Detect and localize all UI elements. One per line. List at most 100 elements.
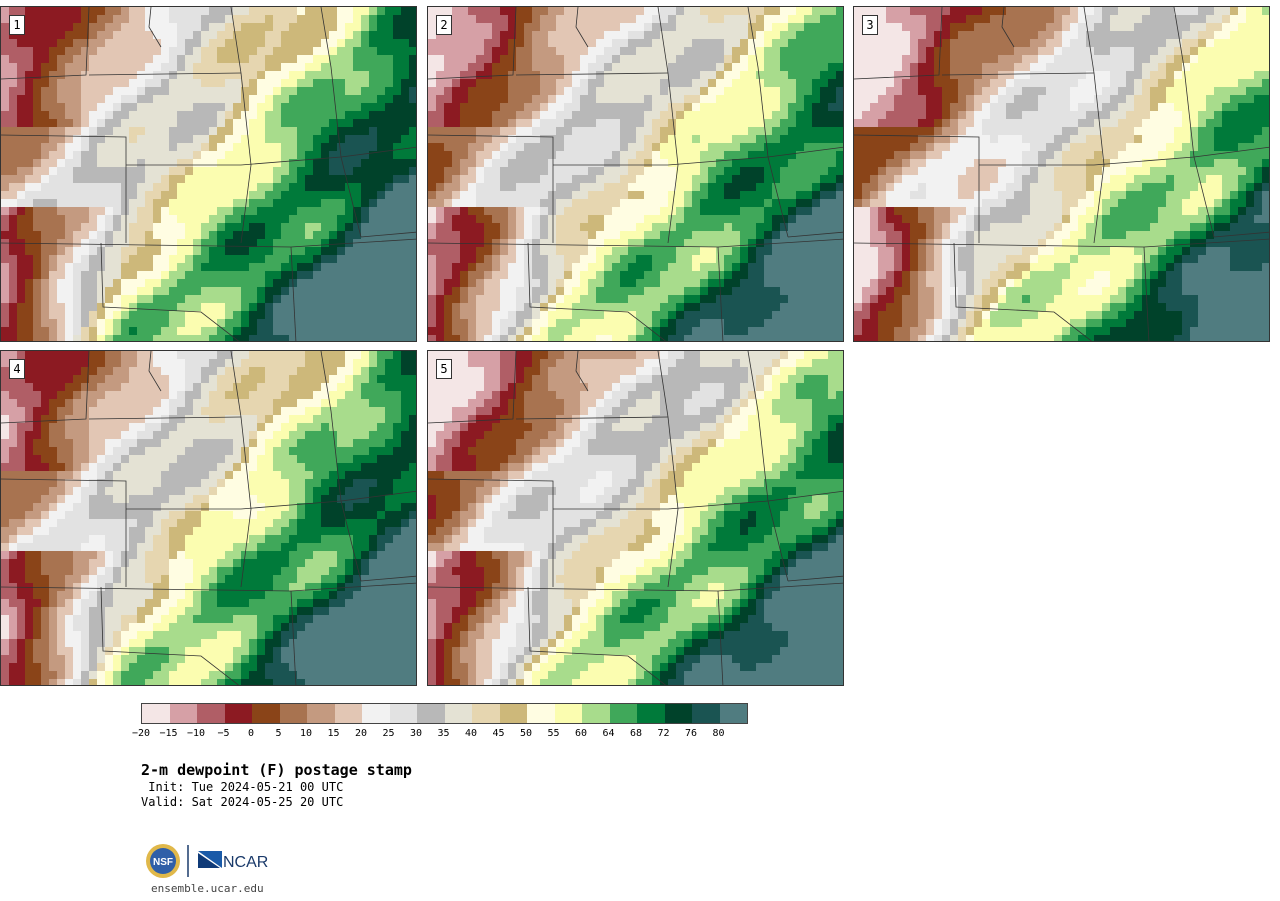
state-boundary	[1, 351, 90, 424]
colorbar-tick-label: 76	[684, 728, 698, 739]
state-boundary	[1, 7, 90, 80]
state-boundary	[1001, 7, 1015, 48]
state-boundary	[1213, 231, 1269, 238]
state-boundary	[428, 351, 517, 424]
state-boundary	[1193, 156, 1215, 238]
colorbar-tick-label: 35	[437, 728, 450, 739]
dewpoint-map	[428, 7, 843, 341]
state-boundary	[787, 231, 843, 238]
colorbar-tick-label: 25	[382, 728, 395, 739]
colorbar-swatch	[609, 704, 637, 723]
state-boundary	[767, 156, 789, 238]
state-boundary	[717, 590, 724, 685]
valid-time: Valid: Sat 2024-05-25 20 UTC	[141, 795, 344, 809]
colorbar-tick-label: −20	[131, 728, 151, 739]
state-boundary	[1, 134, 127, 243]
state-boundary	[657, 351, 669, 418]
colorbar-swatch	[664, 704, 692, 723]
nsf-logo-text: NSF	[153, 857, 173, 868]
map-panel-5[interactable]: 5	[427, 350, 844, 686]
state-boundary	[854, 134, 980, 243]
colorbar-swatch	[334, 704, 362, 723]
dewpoint-map	[428, 351, 843, 685]
colorbar-tick-label: 64	[602, 728, 615, 739]
colorbar-ticks: −20 −15 −10 −5 0 5 10 15 20 25 30 35 40 45 50 55 60 64 68 7…	[132, 728, 781, 742]
panel-number: 3	[862, 15, 878, 35]
colorbar-swatch	[527, 704, 555, 723]
colorbar-swatch	[224, 704, 252, 723]
state-boundary	[100, 242, 240, 341]
state-boundary	[854, 7, 943, 80]
state-boundary	[1173, 7, 1195, 158]
colorbar-swatch	[142, 704, 170, 723]
dewpoint-map	[854, 7, 1269, 341]
init-time: Init: Tue 2024-05-21 00 UTC	[141, 780, 344, 794]
dewpoint-map	[1, 7, 416, 341]
state-boundary	[527, 242, 667, 341]
state-boundary	[88, 416, 242, 420]
state-boundary	[428, 7, 517, 80]
state-boundary	[148, 351, 162, 392]
state-boundary	[747, 7, 769, 158]
colorbar-swatch	[472, 704, 500, 723]
figure-title: 2-m dewpoint (F) postage stamp	[141, 761, 412, 779]
state-boundary	[230, 351, 242, 418]
state-boundary	[360, 575, 416, 582]
nsf-logo: NSF	[146, 844, 180, 878]
colorbar-tick-label: 5	[275, 728, 282, 739]
colorbar	[141, 703, 748, 724]
state-boundary	[340, 156, 362, 238]
state-boundary	[1083, 7, 1095, 74]
colorbar-swatch	[637, 704, 665, 723]
state-boundary	[575, 7, 589, 48]
colorbar-tick-label: 30	[409, 728, 423, 739]
state-boundary	[575, 351, 589, 392]
colorbar-tick-label: 10	[299, 728, 313, 739]
map-panel-1[interactable]: 1	[0, 6, 417, 342]
state-boundary	[240, 72, 252, 244]
panel-number: 4	[9, 359, 25, 379]
colorbar-tick-label: −10	[186, 728, 206, 739]
state-boundary	[515, 72, 669, 76]
colorbar-tick-label: −5	[217, 728, 230, 739]
colorbar-tick-label: 55	[547, 728, 560, 739]
state-boundary	[941, 72, 1095, 76]
map-panel-4[interactable]: 4	[0, 350, 417, 686]
colorbar-tick-label: 40	[464, 728, 478, 739]
state-boundary	[1143, 246, 1150, 341]
dewpoint-map	[1, 351, 416, 685]
state-boundary	[320, 7, 342, 158]
colorbar-tick-label: 0	[247, 728, 255, 739]
state-boundary	[290, 590, 297, 685]
state-boundary	[667, 72, 679, 244]
map-panel-3[interactable]: 3	[853, 6, 1270, 342]
colorbar-swatch	[197, 704, 225, 723]
colorbar-swatch	[582, 704, 610, 723]
colorbar-swatch	[444, 704, 472, 723]
colorbar-swatch	[362, 704, 390, 723]
colorbar-swatch	[307, 704, 335, 723]
colorbar-tick-label: 72	[657, 728, 670, 739]
state-boundary	[230, 7, 242, 74]
website-url[interactable]: ensemble.ucar.edu	[151, 882, 264, 895]
state-boundary	[1, 478, 127, 587]
colorbar-tick-label: 80	[712, 728, 725, 739]
colorbar-swatch	[417, 704, 445, 723]
colorbar-swatch	[554, 704, 582, 723]
state-boundary	[88, 72, 242, 76]
ncar-logo-text: NCAR	[223, 854, 268, 871]
colorbar-tick-label: 20	[354, 728, 368, 739]
state-boundary	[290, 246, 297, 341]
state-boundary	[1093, 72, 1105, 244]
state-boundary	[953, 242, 1093, 341]
panel-number: 5	[436, 359, 452, 379]
map-panel-2[interactable]: 2	[427, 6, 844, 342]
state-boundary	[320, 351, 342, 502]
panel-number: 1	[9, 15, 25, 35]
state-boundary	[787, 575, 843, 582]
state-boundary	[657, 7, 669, 74]
colorbar-tick-label: 15	[327, 728, 340, 739]
logos: NSF NCAR	[144, 842, 274, 880]
state-boundary	[148, 7, 162, 48]
colorbar-swatch	[169, 704, 197, 723]
